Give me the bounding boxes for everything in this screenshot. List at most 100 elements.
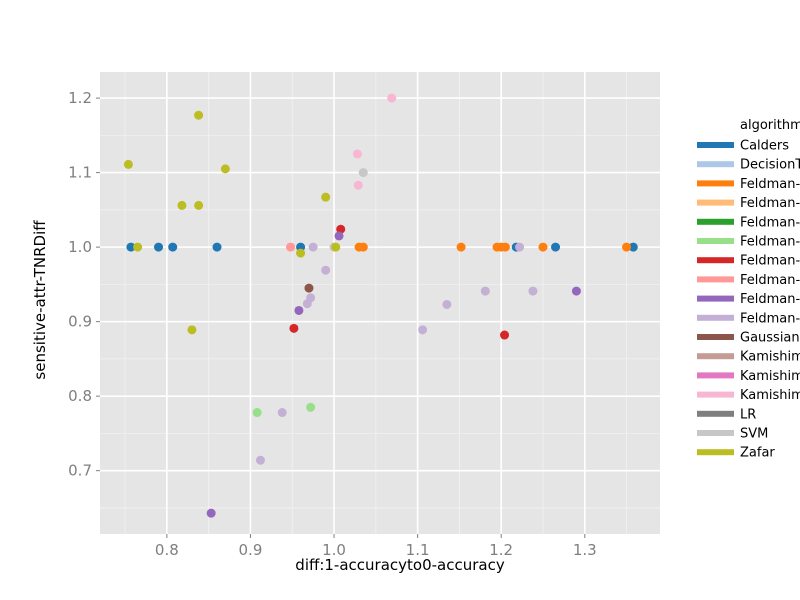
legend-label: SVM <box>740 427 768 442</box>
point-feldman-svm <box>528 286 538 296</box>
point-feldman-gaussiannb <box>286 242 296 252</box>
legend-swatch <box>697 372 734 379</box>
legend-label: Feldman-GaussianNB <box>740 196 800 211</box>
legend-swatch <box>697 142 734 148</box>
x-tick-label: 1.2 <box>489 541 513 559</box>
point-feldman-svm <box>321 265 331 275</box>
legend-label: Kamishima-accuracy <box>740 369 800 384</box>
point-zafar <box>123 159 133 169</box>
point-zafar <box>194 110 204 120</box>
point-zafar <box>321 192 331 202</box>
point-kamishima-diavgall <box>387 93 397 103</box>
point-feldman-svm <box>252 408 262 418</box>
point-feldman-svm <box>302 299 312 309</box>
y-tick-label: 0.9 <box>68 313 92 331</box>
legend-swatch <box>697 334 734 340</box>
legend-swatch <box>697 430 734 436</box>
legend-label: Feldman-DecisionTree <box>740 177 800 192</box>
point-feldman-svm <box>255 455 265 465</box>
point-feldman-decisiontree <box>622 242 632 252</box>
legend-swatch <box>697 257 734 264</box>
point-kamishima-diavgall <box>352 149 362 159</box>
point-feldman-svm <box>480 286 490 296</box>
legend-swatch <box>697 180 734 187</box>
legend-label: Feldman-DecisionTree <box>740 254 800 269</box>
point-feldman-svm <box>442 299 452 309</box>
x-tick-label: 0.8 <box>155 541 179 559</box>
legend-label: Kamishima <box>740 350 800 365</box>
legend-label: Feldman-LR <box>740 215 800 230</box>
point-zafar <box>220 164 230 174</box>
y-axis-ticks: 0.7 0.8 0.9 1.0 1.1 1.2 <box>68 89 100 480</box>
legend-label: Feldman-SVM <box>740 235 800 250</box>
legend-label: GaussianNB <box>740 331 800 346</box>
point-feldman-svm <box>515 242 525 252</box>
legend-swatch <box>697 218 734 225</box>
y-tick-label: 0.8 <box>68 387 92 405</box>
point-feldman-decisiontree <box>358 242 368 252</box>
legend-swatch <box>697 391 734 398</box>
point-calders <box>628 242 638 252</box>
legend-label: DecisionTree <box>740 158 800 173</box>
y-axis-title: sensitive-attr-TNRDiff <box>31 220 49 380</box>
legend-label: LR <box>740 407 756 422</box>
legend-swatch <box>697 353 734 360</box>
point-feldman-lr <box>206 508 216 518</box>
point-calders <box>551 242 561 252</box>
point-feldman-decisiontree <box>500 242 510 252</box>
legend-label: Kamishima-DIavgall <box>740 388 800 403</box>
point-zafar <box>296 248 306 258</box>
grid <box>100 72 660 534</box>
x-tick-label: 1.1 <box>406 541 430 559</box>
legend-swatch <box>697 314 734 321</box>
x-tick-label: 1.3 <box>573 541 597 559</box>
plot-panel <box>100 72 660 534</box>
legend-label: Feldman-GaussianNB <box>740 273 800 288</box>
point-feldman-lr <box>334 231 344 241</box>
legend-swatch <box>697 276 734 283</box>
legend-swatch <box>697 410 734 417</box>
x-axis-ticks: 0.8 0.9 1.0 1.1 1.2 1.3 <box>155 534 597 559</box>
legend-title: algorithm <box>740 118 800 133</box>
legend-label: Calders <box>740 139 789 154</box>
point-svm <box>358 168 368 178</box>
point-zafar <box>331 242 341 252</box>
point-zafar <box>177 200 187 210</box>
data-points <box>123 93 638 518</box>
legend-label: Feldman-LR <box>740 292 800 307</box>
legend-label: Feldman-SVM <box>740 311 800 326</box>
point-calders <box>126 242 136 252</box>
y-tick-label: 1.0 <box>68 238 92 256</box>
point-feldman-svm <box>277 408 287 418</box>
point-feldman-decisiontree <box>456 242 466 252</box>
x-axis-title: diff:1-accuracyto0-accuracy <box>295 556 505 574</box>
point-feldman-svm <box>418 325 428 335</box>
x-tick-label: 0.9 <box>239 541 263 559</box>
point-feldman-svm <box>308 242 318 252</box>
point-feldman-decisiontree <box>289 323 299 333</box>
legend-swatch <box>697 199 734 206</box>
x-tick-label: 1.0 <box>322 541 346 559</box>
point-feldman-svm <box>306 402 316 412</box>
point-feldman-decisiontree <box>538 242 548 252</box>
point-kamishima-diavgall <box>353 180 363 190</box>
legend-swatch <box>697 295 734 302</box>
point-gaussiannb <box>304 283 314 293</box>
point-feldman-decisiontree <box>500 330 510 340</box>
point-calders <box>212 242 222 252</box>
point-calders <box>168 242 178 252</box>
point-feldman-lr <box>571 286 581 296</box>
legend-label: Zafar <box>740 446 775 461</box>
point-calders <box>154 242 164 252</box>
legend-swatch <box>697 238 734 244</box>
point-zafar <box>194 200 204 210</box>
y-tick-label: 1.2 <box>68 89 92 107</box>
y-tick-label: 0.7 <box>68 462 92 480</box>
legend: algorithm Calders DecisionTree Feldman-Dec… <box>697 118 800 461</box>
point-zafar <box>133 242 143 252</box>
legend-swatch <box>697 161 734 168</box>
y-tick-label: 1.1 <box>68 164 92 182</box>
legend-swatch <box>697 449 734 456</box>
point-zafar <box>187 325 197 335</box>
